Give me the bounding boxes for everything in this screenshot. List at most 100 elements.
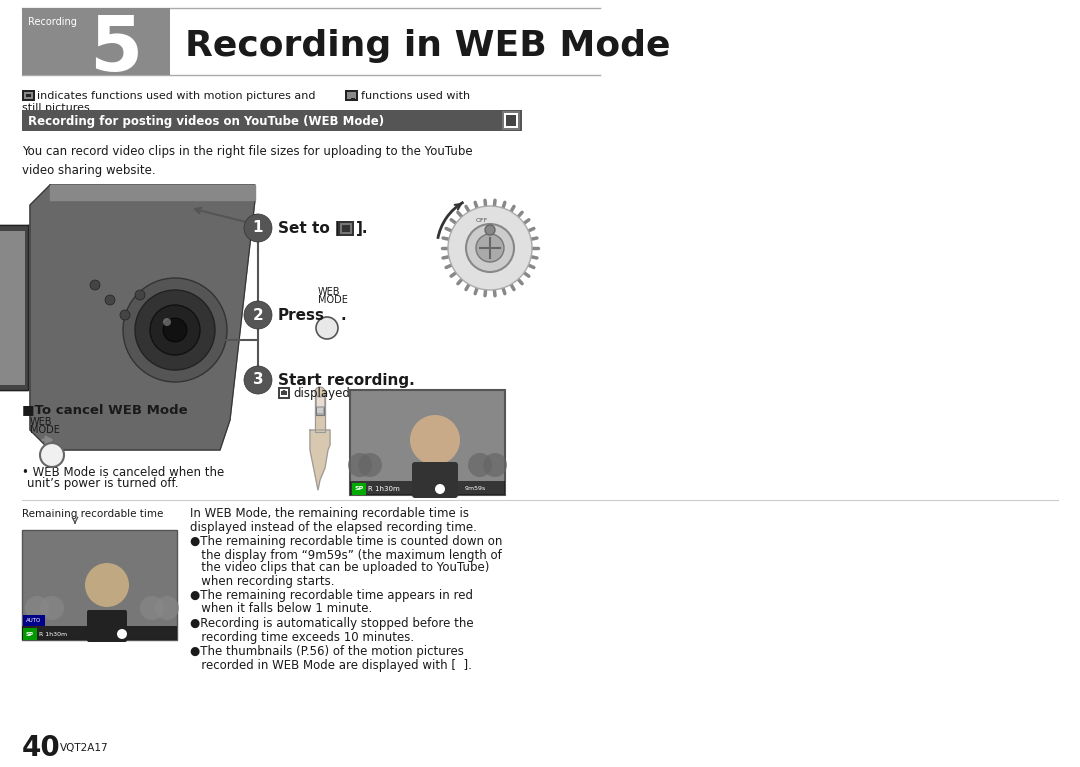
Text: ●The remaining recordable time appears in red: ●The remaining recordable time appears i… xyxy=(190,590,473,603)
Text: Start recording.: Start recording. xyxy=(278,373,415,387)
Bar xyxy=(318,408,323,413)
Circle shape xyxy=(348,453,372,477)
Text: You can record video clips in the right file sizes for uploading to the YouTube
: You can record video clips in the right … xyxy=(22,145,473,177)
Text: ].: ]. xyxy=(356,220,368,235)
Circle shape xyxy=(105,295,114,305)
Circle shape xyxy=(282,390,286,394)
Text: WEB: WEB xyxy=(318,287,340,297)
Circle shape xyxy=(483,453,507,477)
Text: ■To cancel WEB Mode: ■To cancel WEB Mode xyxy=(22,403,188,416)
Text: R 1h30m: R 1h30m xyxy=(368,486,400,492)
Text: recorded in WEB Mode are displayed with [  ].: recorded in WEB Mode are displayed with … xyxy=(190,659,472,671)
Text: VQT2A17: VQT2A17 xyxy=(60,743,109,753)
Circle shape xyxy=(135,290,215,370)
FancyBboxPatch shape xyxy=(411,462,458,498)
Text: ●The thumbnails (P.56) of the motion pictures: ●The thumbnails (P.56) of the motion pic… xyxy=(190,646,464,659)
Bar xyxy=(351,98,355,101)
Circle shape xyxy=(120,310,130,320)
Circle shape xyxy=(485,225,495,235)
Text: 2: 2 xyxy=(253,308,264,322)
Circle shape xyxy=(435,484,445,494)
Text: MODE: MODE xyxy=(318,295,348,305)
Bar xyxy=(350,481,505,495)
Text: unit’s power is turned off.: unit’s power is turned off. xyxy=(27,476,178,489)
Text: 9m59s: 9m59s xyxy=(465,486,486,492)
Text: WEB: WEB xyxy=(30,417,53,427)
Bar xyxy=(345,90,357,101)
Text: functions used with: functions used with xyxy=(361,91,470,101)
Polygon shape xyxy=(50,185,255,200)
Text: the video clips that can be uploaded to YouTube): the video clips that can be uploaded to … xyxy=(190,561,489,574)
Circle shape xyxy=(25,596,49,620)
Bar xyxy=(26,94,31,97)
Text: 5: 5 xyxy=(90,13,143,87)
Text: MODE: MODE xyxy=(30,425,59,435)
Bar xyxy=(281,391,287,395)
Text: SP: SP xyxy=(354,486,364,492)
Circle shape xyxy=(117,629,127,639)
Text: AUTO: AUTO xyxy=(26,617,42,623)
Text: • WEB Mode is canceled when the: • WEB Mode is canceled when the xyxy=(22,466,225,479)
Bar xyxy=(0,230,25,385)
Bar xyxy=(316,396,324,406)
Text: Recording in WEB Mode: Recording in WEB Mode xyxy=(185,29,671,63)
Text: Remaining recordable time: Remaining recordable time xyxy=(22,509,163,519)
Circle shape xyxy=(316,317,338,339)
Text: recording time exceeds 10 minutes.: recording time exceeds 10 minutes. xyxy=(190,630,414,644)
Polygon shape xyxy=(0,225,28,390)
Bar xyxy=(504,113,518,128)
Text: indicates functions used with motion pictures and: indicates functions used with motion pic… xyxy=(37,91,315,101)
Circle shape xyxy=(410,415,460,465)
Text: Recording for posting videos on YouTube (WEB Mode): Recording for posting videos on YouTube … xyxy=(28,114,384,127)
Text: ●Recording is automatically stopped before the: ●Recording is automatically stopped befo… xyxy=(190,617,474,630)
Bar xyxy=(24,92,33,99)
Text: .: . xyxy=(341,308,347,322)
Circle shape xyxy=(156,596,179,620)
Circle shape xyxy=(357,453,382,477)
Circle shape xyxy=(150,305,200,355)
Text: 3: 3 xyxy=(253,373,264,387)
Circle shape xyxy=(123,278,227,382)
Bar xyxy=(342,225,350,232)
FancyBboxPatch shape xyxy=(87,610,127,642)
Circle shape xyxy=(135,290,145,300)
Circle shape xyxy=(476,234,504,262)
Circle shape xyxy=(140,596,164,620)
Bar xyxy=(22,90,35,101)
Bar xyxy=(280,389,288,397)
Bar xyxy=(316,393,324,415)
Text: when it falls below 1 minute.: when it falls below 1 minute. xyxy=(190,603,373,615)
Text: displayed: displayed xyxy=(293,387,350,400)
Circle shape xyxy=(163,318,187,342)
Bar xyxy=(347,92,356,99)
Circle shape xyxy=(244,214,272,242)
Bar xyxy=(22,626,177,640)
Bar xyxy=(507,115,516,126)
Bar xyxy=(338,221,354,236)
Text: when recording starts.: when recording starts. xyxy=(190,574,335,588)
Text: Set to [: Set to [ xyxy=(278,220,342,235)
Text: In WEB Mode, the remaining recordable time is: In WEB Mode, the remaining recordable ti… xyxy=(190,508,469,521)
Text: R 1h30m: R 1h30m xyxy=(39,631,67,637)
Polygon shape xyxy=(30,185,255,450)
Circle shape xyxy=(244,301,272,329)
Text: 40: 40 xyxy=(22,734,60,762)
Text: displayed instead of the elapsed recording time.: displayed instead of the elapsed recordi… xyxy=(190,521,477,534)
Text: ●The remaining recordable time is counted down on: ●The remaining recordable time is counte… xyxy=(190,535,502,548)
Bar xyxy=(22,110,522,131)
Circle shape xyxy=(163,318,171,326)
Bar xyxy=(350,390,505,495)
Circle shape xyxy=(40,596,64,620)
Bar xyxy=(23,628,37,640)
Polygon shape xyxy=(315,390,325,432)
Circle shape xyxy=(40,443,64,467)
Bar xyxy=(22,530,177,640)
Bar xyxy=(502,111,519,130)
Text: still pictures.: still pictures. xyxy=(22,103,93,113)
Bar xyxy=(278,387,291,399)
Text: Recording: Recording xyxy=(28,17,77,27)
Circle shape xyxy=(85,563,129,607)
FancyBboxPatch shape xyxy=(22,8,170,75)
Circle shape xyxy=(468,453,492,477)
Circle shape xyxy=(465,224,514,272)
